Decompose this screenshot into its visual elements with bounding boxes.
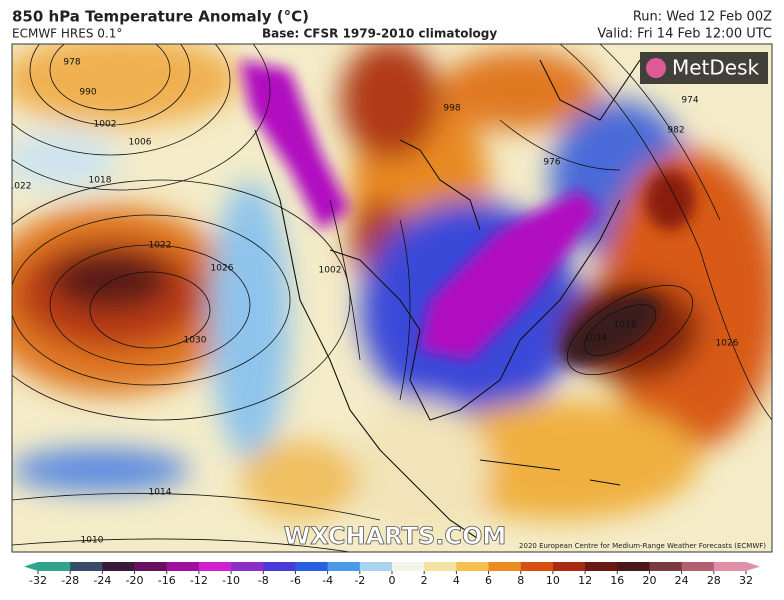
coastlines [254, 59, 641, 541]
colorbar-segment [681, 562, 715, 571]
run: Run: Wed 12 Feb 00Z [633, 10, 772, 25]
contour-label: 1026 [716, 339, 739, 349]
colorbar-tick-label: 24 [675, 574, 689, 587]
colorbar-segment [38, 562, 71, 571]
colorbar-segment [552, 562, 586, 571]
colorbar-segment [649, 562, 683, 571]
valid: Valid: Fri 14 Feb 12:00 UTC [597, 27, 772, 42]
colorbar-tick-label: 10 [546, 574, 560, 587]
colorbar-tick-label: -8 [258, 574, 269, 587]
colorbar-segment [231, 562, 264, 571]
contour-label: 1002 [319, 266, 342, 276]
contour-label: 990 [79, 88, 96, 98]
contour-label: 998 [443, 104, 460, 114]
colorbar-segment [102, 562, 136, 571]
colorbar-arrow-left [24, 562, 38, 571]
colorbar-segment [520, 562, 554, 571]
logo-icon [646, 58, 666, 78]
contour-label: 982 [667, 126, 684, 136]
colorbar-segment [713, 562, 747, 571]
colorbar-tick-label: -12 [190, 574, 208, 587]
colorbar-segment [585, 562, 618, 571]
colorbar-tick-label: 20 [642, 574, 656, 587]
anomaly-cores [240, 60, 695, 365]
colorbar-segment [295, 562, 329, 571]
colorbar-tick-label: -16 [158, 574, 176, 587]
colorbar-tick-label: 32 [739, 574, 753, 587]
colorbar-segment [263, 562, 296, 571]
contour-label: 1018 [614, 321, 637, 331]
colorbar-segment [617, 562, 650, 571]
colorbar-tick-label: -32 [29, 574, 47, 587]
colorbar-tick-label: 16 [610, 574, 624, 587]
contour-label: 1030 [184, 336, 207, 346]
contour-label: 1022 [149, 241, 172, 251]
contour-label: 1002 [94, 120, 117, 130]
colorbar-tick-label: -28 [61, 574, 79, 587]
colorbar-tick-label: 28 [707, 574, 721, 587]
colorbar-tick-label: -4 [322, 574, 333, 587]
colorbar-segment [456, 562, 490, 571]
colorbar-segment [488, 562, 522, 571]
colorbar-segment [327, 562, 361, 571]
colorbar-segment [359, 562, 393, 571]
colorbar-arrow-right [746, 562, 760, 571]
colorbar-segment [198, 562, 232, 571]
colorbar-tick-label: -6 [290, 574, 301, 587]
colorbar-tick-label: 4 [453, 574, 460, 587]
colorbar-tick-label: -24 [93, 574, 111, 587]
contour-labels: 978 990 1002 1006 1018 1022 1026 1030 1022 1014 10… [9, 58, 739, 546]
contour-label: 1014 [149, 488, 172, 498]
copyright: 2020 European Centre for Medium-Range We… [519, 542, 766, 550]
watermark: WXCHARTS.COM [284, 522, 506, 550]
colorbar: -32 -28 -24 -20 -16 -12 -10 -8 -6 -4 -2 0 2 4 6 8 10 12 16… [24, 562, 760, 587]
contour-label: 1006 [129, 138, 152, 148]
contour-label: 976 [543, 158, 560, 168]
contour-label: 1022 [9, 182, 32, 192]
colorbar-tick-label: 2 [421, 574, 428, 587]
colorbar-tick-label: -20 [126, 574, 144, 587]
map-field: 978 990 1002 1006 1018 1022 1026 1030 1022 1014 10… [9, 44, 772, 552]
map-frame [11, 43, 773, 553]
contour-label: 978 [63, 58, 80, 68]
colorbar-segment [424, 562, 457, 571]
isobars [12, 44, 772, 552]
colorbar-segment [166, 562, 200, 571]
colorbar-tick-label: 0 [389, 574, 396, 587]
title: 850 hPa Temperature Anomaly (°C) [12, 8, 309, 26]
colorbar-tick-label: 12 [578, 574, 592, 587]
contour-label: 1010 [81, 536, 104, 546]
colorbar-tick-label: 6 [485, 574, 492, 587]
colorbar-tick-label: -10 [222, 574, 240, 587]
colorbar-segment [392, 562, 425, 571]
model: ECMWF HRES 0.1° [12, 27, 122, 41]
colorbar-segment [134, 562, 168, 571]
colorbar-tick-label: 8 [517, 574, 524, 587]
colorbar-segment [70, 562, 103, 571]
contour-label: 974 [681, 96, 698, 106]
contour-label: 1026 [211, 264, 234, 274]
contour-label: 1014 [585, 334, 608, 344]
colorbar-tick-label: -2 [354, 574, 365, 587]
logo: MetDesk [672, 56, 760, 80]
contour-label: 1018 [89, 176, 112, 186]
base: Base: CFSR 1979-2010 climatology [262, 27, 497, 41]
